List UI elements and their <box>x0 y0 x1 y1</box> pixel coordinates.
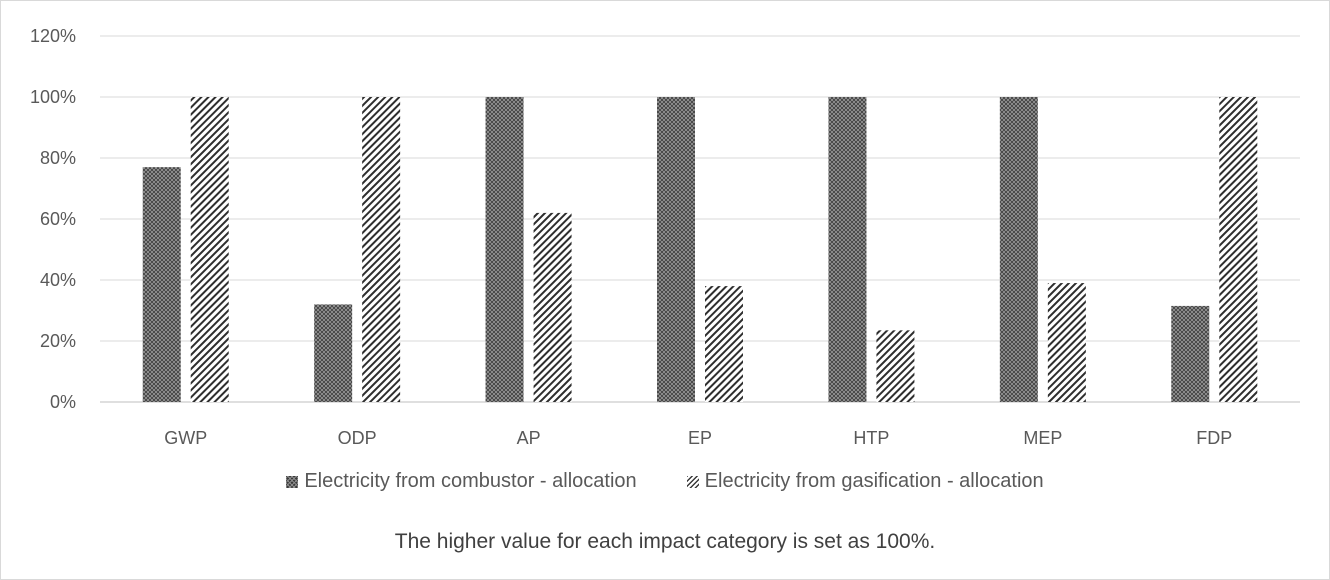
y-tick-label: 60% <box>40 209 76 229</box>
x-tick-label: AP <box>517 428 541 448</box>
legend-label-gasification: Electricity from gasification - allocati… <box>704 470 1044 492</box>
y-tick-label: 20% <box>40 331 76 351</box>
bar-ap-series-2 <box>533 212 572 402</box>
x-tick-label: GWP <box>164 428 207 448</box>
bar-fdp-series-2 <box>1219 97 1258 402</box>
bar-htp-series-1 <box>828 97 867 402</box>
x-tick-label: MEP <box>1023 428 1062 448</box>
bar-mep-series-2 <box>1047 283 1086 402</box>
y-tick-label: 80% <box>40 148 76 168</box>
bar-odp-series-1 <box>314 304 353 402</box>
y-tick-label: 0% <box>50 392 76 412</box>
legend-swatch-gasification <box>686 475 699 488</box>
bar-ep-series-2 <box>705 286 743 402</box>
x-tick-label: HTP <box>853 428 889 448</box>
gridlines <box>100 35 1300 403</box>
legend: Electricity from combustor - allocation … <box>0 470 1330 493</box>
legend-item-combustor: Electricity from combustor - allocation <box>286 470 637 493</box>
bar-gwp-series-2 <box>190 97 229 402</box>
bar-htp-series-2 <box>876 330 915 402</box>
bar-ap-series-1 <box>485 97 524 402</box>
bars <box>142 97 1258 402</box>
chart-note: The higher value for each impact categor… <box>394 530 936 553</box>
y-axis-tick-labels: 0% 20% 40% 60% 80% 100% 120% <box>30 26 76 412</box>
x-tick-label: EP <box>688 428 712 448</box>
x-tick-label: FDP <box>1196 428 1232 448</box>
bar-gwp-series-1 <box>142 167 181 402</box>
bar-odp-series-2 <box>362 97 401 402</box>
legend-item-gasification: Electricity from gasification - allocati… <box>686 470 1044 493</box>
x-axis-tick-labels: GWP ODP AP EP HTP MEP FDP <box>164 428 1232 448</box>
y-tick-label: 100% <box>30 87 76 107</box>
x-tick-label: ODP <box>338 428 377 448</box>
bar-mep-series-1 <box>999 97 1038 402</box>
legend-swatch-combustor <box>286 475 299 488</box>
y-tick-label: 120% <box>30 26 76 46</box>
legend-label-combustor: Electricity from combustor - allocation <box>304 470 637 492</box>
y-tick-label: 40% <box>40 270 76 290</box>
bar-ep-series-1 <box>657 97 695 402</box>
bar-fdp-series-1 <box>1171 305 1210 402</box>
